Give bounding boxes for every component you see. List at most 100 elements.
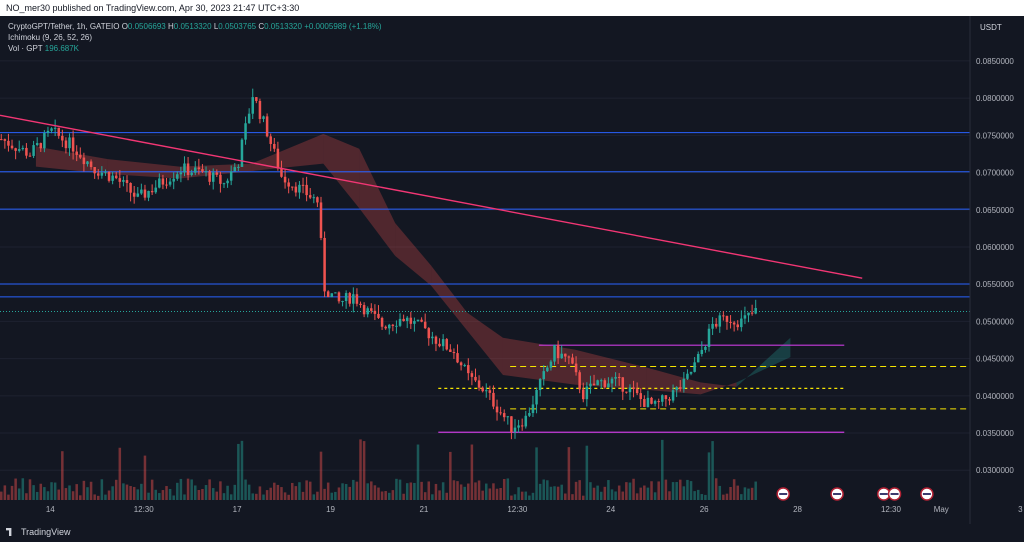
candle-body <box>204 171 208 173</box>
candle-body <box>359 303 362 306</box>
time-tick-label: May <box>934 505 949 514</box>
volume-bar <box>64 488 68 500</box>
volume-bar <box>262 494 265 500</box>
candle-body <box>661 395 664 402</box>
candle-body <box>17 149 21 151</box>
price-axis: USDT 0.0300000 0.0350000 0.0400000 0.0450000… <box>969 16 1024 524</box>
candle-body <box>348 293 351 304</box>
candle-body <box>750 312 754 314</box>
volume-bar <box>679 479 682 500</box>
volume-bar <box>233 484 237 500</box>
volume-bar <box>183 494 186 500</box>
volume-bar <box>107 490 111 500</box>
legend-change: +0.0005989 (+1.18%) <box>304 22 382 31</box>
volume-bar <box>603 486 607 500</box>
candle-body <box>718 315 722 327</box>
candle-body <box>646 397 650 407</box>
price-tick-label: 0.0500000 <box>976 317 1014 326</box>
candle-body <box>560 353 563 359</box>
candle-body <box>211 172 215 182</box>
candle-body <box>172 178 175 182</box>
volume-bar <box>86 487 89 500</box>
volume-bar <box>614 491 617 500</box>
volume-bar <box>10 485 14 500</box>
candle-body <box>700 349 704 354</box>
volume-bar <box>754 481 757 500</box>
volume-bar <box>481 490 484 500</box>
volume-bar <box>668 491 671 500</box>
volume-bar <box>571 494 574 500</box>
price-tick-label: 0.0550000 <box>976 280 1014 289</box>
volume-bar <box>334 491 337 500</box>
volume-bar <box>125 484 129 500</box>
candle-body <box>377 313 380 318</box>
volume-bar <box>226 485 229 500</box>
volume-bar <box>643 485 646 500</box>
candle-body <box>46 130 50 133</box>
candle-body <box>61 135 64 141</box>
volume-bar <box>441 482 445 500</box>
volume-bar <box>384 491 387 500</box>
candle-body <box>492 392 495 407</box>
volume-bar <box>617 485 621 500</box>
economic-event-markers <box>776 487 934 501</box>
volume-bar <box>686 479 689 500</box>
candle-body <box>625 391 628 393</box>
cloud-segment <box>35 146 108 175</box>
candle-body <box>395 325 398 327</box>
volume-bar <box>305 480 308 500</box>
candle-body <box>513 427 517 433</box>
candle-body <box>68 137 71 149</box>
volume-bar <box>3 485 7 500</box>
price-chart[interactable]: 0.07536800.07011690.06507970.05502650.05… <box>0 16 1024 524</box>
volume-bar <box>97 495 100 500</box>
price-tick-label: 0.0750000 <box>976 131 1014 140</box>
volume-bar <box>147 492 150 500</box>
candle-body <box>132 192 136 197</box>
volume-bar <box>625 482 628 500</box>
volume-bar <box>251 493 254 500</box>
volume-bar <box>82 480 86 500</box>
candle-body <box>607 383 610 388</box>
candle-body <box>201 169 204 172</box>
volume-bar <box>341 483 344 500</box>
volume-bar <box>585 445 589 500</box>
volume-bar <box>132 486 136 500</box>
trendline[interactable] <box>0 114 863 279</box>
candle-body <box>434 336 438 344</box>
candle-body <box>237 166 240 168</box>
legend-row-volume: Vol · GPT 196.687K <box>8 44 79 53</box>
volume-bar <box>506 478 510 500</box>
volume-bar <box>143 455 147 500</box>
candle-body <box>319 202 323 238</box>
tradingview-logo-icon <box>6 528 12 536</box>
candle-body <box>176 174 179 179</box>
candle-body <box>542 371 545 380</box>
volume-bar <box>294 486 298 500</box>
volume-bar <box>118 447 122 500</box>
volume-bar <box>273 482 276 500</box>
candle-body <box>599 380 603 382</box>
candle-body <box>150 190 154 193</box>
cloud-segment <box>395 223 432 286</box>
candle-body <box>628 387 632 393</box>
candle-body <box>114 175 118 179</box>
volume-bar <box>578 480 581 500</box>
volume-bar <box>635 493 639 500</box>
candle-body <box>136 193 140 197</box>
volume-bar <box>265 490 269 500</box>
candle-body <box>506 416 510 418</box>
time-tick-label: 28 <box>793 505 802 514</box>
tradingview-logo[interactable]: TradingView <box>6 527 71 537</box>
cloud-segment <box>359 148 396 256</box>
price-tick-label: 0.0800000 <box>976 94 1014 103</box>
volume-bar <box>485 483 488 500</box>
candle-body <box>273 143 276 149</box>
volume-bar <box>276 484 280 500</box>
candle-body <box>714 323 718 327</box>
candle-body <box>43 132 46 149</box>
candle-body <box>222 183 226 185</box>
volume-bar <box>488 488 492 500</box>
volume-bar <box>596 485 599 500</box>
time-tick-label: 19 <box>326 505 335 514</box>
